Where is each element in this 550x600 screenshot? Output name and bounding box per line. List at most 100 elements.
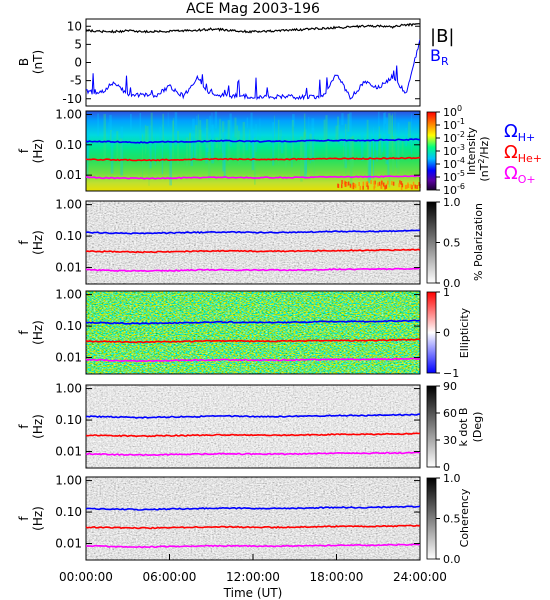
intensity-streak [380, 140, 382, 160]
y-tick-label: 1.00 [55, 107, 82, 121]
intensity-streak [342, 137, 344, 165]
intensity-streak [344, 129, 347, 168]
colorbar-tick-base: 10 [443, 145, 457, 158]
intensity-streak [185, 137, 189, 166]
intensity-streak [219, 118, 221, 150]
intensity-streak [177, 131, 180, 165]
intensity-streak [353, 183, 356, 188]
intensity-streak [150, 112, 153, 140]
intensity-streak [139, 113, 142, 143]
intensity-streak [384, 112, 386, 124]
intensity-streak [189, 132, 191, 149]
intensity-streak [148, 139, 150, 186]
intensity-streak [194, 138, 197, 160]
colorbar-tick-label: 1.0 [443, 472, 461, 485]
intensity-streak [310, 139, 312, 164]
intensity-streak [373, 130, 375, 179]
intensity-streak [272, 122, 275, 166]
intensity-streak [410, 184, 412, 189]
intensity-streak [211, 124, 215, 164]
gyro-legend: ΩH+ ΩHe+ ΩO+ [504, 121, 542, 186]
legend-b-r: BR [430, 46, 449, 68]
intensity-streak [119, 138, 123, 175]
intensity-streak [108, 122, 109, 140]
colorbar-tick-exp: -5 [457, 169, 465, 178]
colorbar-tick-base: 10 [443, 184, 457, 197]
legend-he-plus: ΩHe+ [504, 142, 542, 165]
y-tick-label: 0.10 [55, 138, 82, 152]
intensity-streak [411, 185, 413, 190]
legend-he-plus-omega: Ω [504, 142, 518, 163]
y-label-f: f [17, 240, 31, 245]
intensity-streak [373, 180, 375, 185]
panel-polarization: 1.0 0.5 0.0 % Polarization [85, 196, 485, 290]
intensity-streak [110, 130, 112, 144]
colorbar-label-coherency: Coherency [458, 488, 471, 547]
intensity-streak [110, 130, 114, 174]
legend-h-plus-sub: H+ [518, 131, 536, 144]
intensity-streak [109, 114, 112, 135]
y-tick-label: 0.10 [55, 229, 82, 243]
intensity-streak [215, 137, 219, 148]
colorbar-tick-base: 10 [443, 171, 457, 184]
colorbar-tick-label: 10-3 [443, 143, 465, 158]
intensity-streak [351, 135, 354, 167]
colorbar-label-intensity-unit2: /Hz) [478, 136, 491, 158]
intensity-streak [397, 136, 400, 174]
colorbar-tick-label: 10-4 [443, 156, 465, 171]
y-tick-label: 10 [67, 19, 82, 33]
intensity-streak [412, 181, 415, 186]
legend-abs-b: |B| [430, 26, 454, 47]
colorbar-label-k-dot-b-unit: (Deg) [471, 412, 484, 443]
intensity-streak [199, 120, 202, 142]
intensity-streak [362, 181, 365, 186]
colorbar-label-ellipticity: Ellipticity [458, 307, 471, 358]
legend-h-plus-omega: Ω [504, 121, 518, 142]
colorbar-label-k-dot-b: k dot B [457, 408, 470, 447]
panel-frame [85, 110, 421, 192]
legend-o-plus-sub: O+ [518, 173, 536, 186]
intensity-streak [396, 138, 398, 168]
intensity-streak [205, 127, 208, 164]
intensity-streak [388, 140, 391, 188]
gyro-line-o-plus [85, 543, 421, 549]
y-tick-label: -5 [70, 74, 82, 88]
intensity-streak [305, 129, 307, 174]
intensity-streak [416, 185, 418, 189]
gyro-line-o-plus [85, 451, 421, 457]
colorbar-tick-label: 60 [443, 407, 457, 420]
intensity-streak [120, 126, 124, 176]
y-tick-label: 0.01 [55, 168, 82, 182]
intensity-streak [354, 184, 357, 189]
intensity-streak [394, 112, 396, 155]
intensity-streak [172, 120, 174, 162]
intensity-streak [404, 185, 407, 190]
intensity-streak [335, 125, 338, 145]
intensity-streak [358, 182, 360, 186]
intensity-streak [373, 185, 375, 190]
intensity-streak [407, 184, 410, 188]
intensity-streak [86, 134, 89, 180]
panel-k-dot-b: 90 60 30 0 k dot B (Deg) [85, 380, 484, 474]
gyro-line-h-plus [85, 413, 421, 419]
legend-o-plus: ΩO+ [504, 163, 536, 186]
gyro-line-o-plus [86, 267, 421, 273]
intensity-streak [189, 133, 191, 163]
colorbar-tick-exp: -1 [457, 117, 465, 126]
y-tick-label: 0.01 [55, 537, 82, 551]
colorbar-tick-label: 10-6 [443, 182, 465, 197]
intensity-streak [370, 180, 372, 185]
intensity-streak [368, 134, 372, 180]
colorbar-tick-label: 1.0 [443, 196, 461, 209]
y-label-hz: (Hz) [31, 230, 45, 255]
intensity-streak [206, 119, 209, 148]
y-tick-label: 1.00 [55, 382, 82, 396]
intensity-streak [351, 184, 354, 189]
x-tick-label: 18:00:00 [310, 570, 364, 584]
intensity-streak [380, 184, 383, 189]
colorbar-tick-label: 10-1 [443, 117, 465, 132]
gyro-line-he-plus [85, 338, 421, 344]
gyro-line-h-plus [85, 505, 421, 511]
intensity-streak [308, 117, 310, 145]
